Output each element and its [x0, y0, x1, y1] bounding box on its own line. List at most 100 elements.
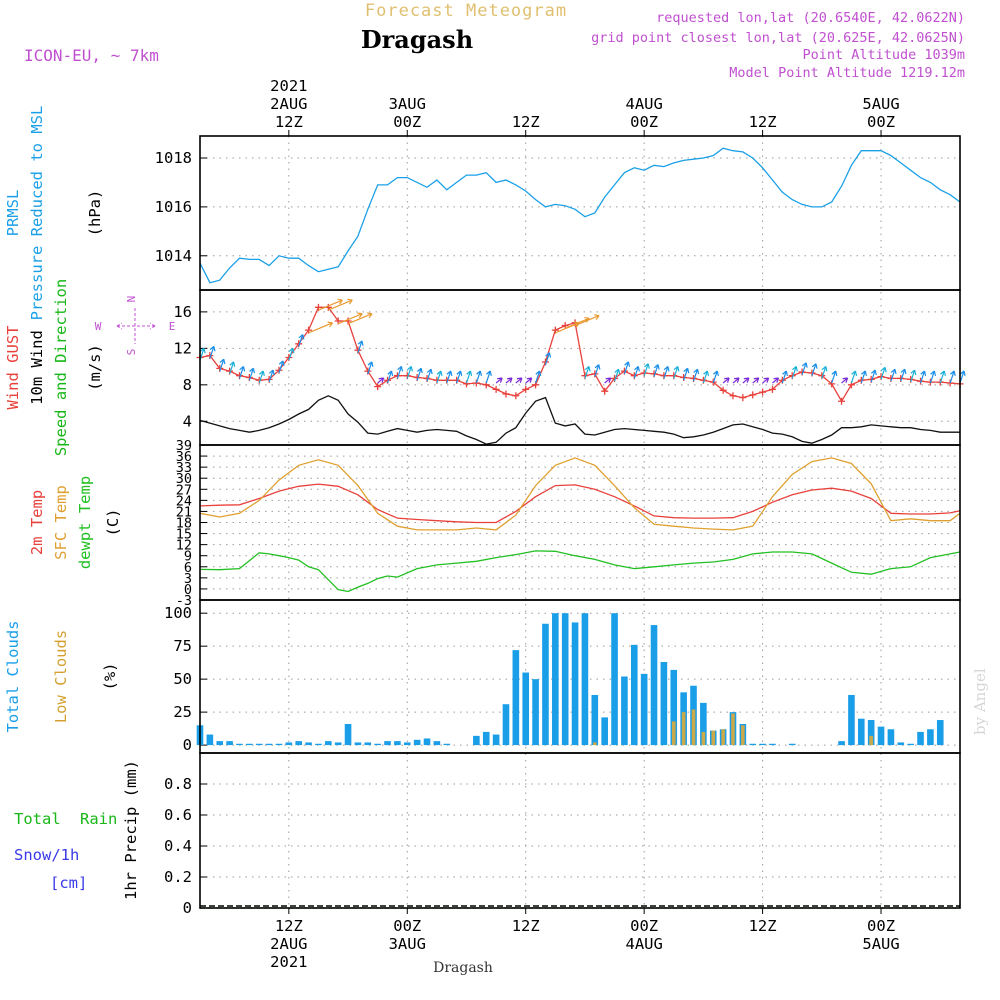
series-line-sfc-temp	[200, 458, 960, 530]
cloud-bar-total	[562, 613, 569, 745]
cloud-bar-total	[256, 744, 263, 745]
panel-label: Wind GUST	[4, 326, 22, 410]
y-tick-label: 4	[183, 412, 192, 430]
cloud-bar-total	[631, 645, 638, 745]
time-label-top: 12Z	[512, 113, 540, 131]
cloud-bar-total	[216, 741, 223, 745]
panel-label: Speed and Direction	[52, 279, 70, 456]
cloud-bar-total	[838, 741, 845, 745]
gust-marker	[759, 389, 766, 396]
cloud-bar-low	[711, 731, 715, 746]
time-label-bottom: 2021	[270, 953, 307, 971]
cloud-bar-total	[355, 742, 362, 745]
time-label-bottom: 00Z	[867, 917, 895, 935]
cloud-bar-total	[384, 741, 391, 745]
cloud-bar-total	[848, 695, 855, 745]
panel-label: dewpt Temp	[76, 476, 94, 569]
cloud-bar-total	[345, 724, 352, 745]
y-tick-label: 39	[176, 438, 192, 454]
y-tick-label: 1016	[155, 198, 192, 216]
label-snow-unit: [cm]	[50, 874, 87, 892]
panel-frame	[200, 445, 960, 600]
cloud-bar-total	[266, 744, 273, 745]
compass-e: E	[169, 320, 176, 333]
cloud-bar-total	[483, 732, 490, 745]
y-tick-label: 75	[173, 637, 192, 655]
cloud-bar-total	[542, 624, 549, 745]
time-label-bottom: 12Z	[512, 917, 540, 935]
cloud-bar-low	[702, 732, 706, 745]
panel-precip: 00.20.40.60.8Total RainSnow/1h[cm] 1hr Pre…	[14, 753, 960, 917]
cloud-bar-low	[682, 712, 686, 745]
cloud-bar-total	[601, 717, 608, 745]
panel-frame	[200, 290, 960, 445]
series-line-10m-wind	[200, 396, 960, 444]
panel-label: SFC Temp	[52, 485, 70, 560]
cloud-bar-total	[759, 744, 766, 745]
series-line-dewpt-temp	[200, 551, 960, 592]
cloud-bar-total	[592, 695, 599, 745]
cloud-bar-total	[937, 720, 944, 745]
watermark: by Angel	[971, 668, 989, 735]
gust-marker	[512, 392, 519, 399]
panel-label: 10m Wind	[28, 330, 46, 405]
label-precip-axis: 1hr Precip (mm)	[122, 760, 140, 900]
y-tick-label: 0	[183, 736, 192, 754]
compass-rose	[117, 308, 155, 344]
gust-marker	[729, 392, 736, 399]
cloud-bar-total	[305, 742, 312, 745]
cloud-bar-total	[888, 729, 895, 745]
label-snow: Snow/1h	[14, 846, 79, 864]
grid-point-lonlat: grid point closest lon,lat (20.625E, 42.…	[591, 30, 965, 46]
time-label-top: 3AUG	[389, 95, 426, 113]
gust-marker	[502, 390, 509, 397]
time-label-bottom: 12Z	[749, 917, 777, 935]
time-label-top: 00Z	[630, 113, 658, 131]
gust-marker	[522, 386, 529, 393]
cloud-bar-total	[513, 650, 520, 745]
y-tick-label: 1014	[155, 247, 192, 265]
cloud-bar-total	[246, 744, 253, 745]
y-tick-label: 50	[173, 670, 192, 688]
y-tick-label: 25	[173, 703, 192, 721]
wind-direction-arrow	[309, 323, 333, 333]
compass-w: W	[95, 320, 102, 333]
time-label-top: 2021	[270, 77, 307, 95]
model-label: ICON-EU, ~ 7km	[24, 46, 159, 65]
plot-area: 20212AUG12Z12Z2AUG20213AUG00Z00Z3AUG12Z1…	[4, 77, 965, 971]
cloud-bar-total	[769, 744, 776, 745]
cloud-bar-total	[286, 742, 293, 745]
meteogram-chart: Forecast Meteogram Dragash ICON-EU, ~ 7k…	[0, 0, 1000, 1000]
panel-pressure: 101410161018PRMSL Pressure Reduced to MSL…	[4, 106, 960, 321]
cloud-bar-total	[434, 741, 441, 745]
cloud-bar-total	[374, 744, 381, 745]
cloud-bar-low	[692, 709, 696, 745]
cloud-bar-total	[621, 677, 628, 746]
panel-label: Low Clouds	[52, 630, 70, 723]
requested-lonlat: requested lon,lat (20.6540E, 42.0622N)	[656, 10, 965, 26]
panel-label: (%)	[101, 663, 119, 691]
cloud-bar-total	[503, 704, 510, 745]
wind-direction-arrow	[575, 316, 599, 326]
series-line-wind-gust	[200, 307, 960, 401]
y-tick-label: 0.2	[164, 868, 192, 886]
time-label-bottom: 3AUG	[389, 935, 426, 953]
cloud-bar-low	[731, 713, 735, 745]
panel-label: (hPa)	[86, 190, 104, 237]
panel-label: Pressure Reduced to MSL	[28, 106, 46, 321]
cloud-bar-total	[335, 742, 342, 745]
time-label-bottom: 4AUG	[625, 935, 662, 953]
cloud-bar-low	[721, 729, 725, 745]
time-label-bottom: 12Z	[275, 917, 303, 935]
point-altitude: Point Altitude 1039m	[802, 47, 965, 63]
series-line-2m-temp	[200, 484, 960, 522]
gust-marker	[374, 383, 381, 390]
label-rain: Rain	[80, 810, 117, 828]
cloud-bar-total	[404, 742, 411, 745]
time-label-top: 12Z	[275, 113, 303, 131]
cloud-bar-total	[394, 741, 401, 745]
time-label-top: 00Z	[867, 113, 895, 131]
compass-s: S	[125, 349, 138, 356]
cloud-bar-low	[869, 736, 873, 745]
panel-label: (m/s)	[86, 344, 104, 391]
